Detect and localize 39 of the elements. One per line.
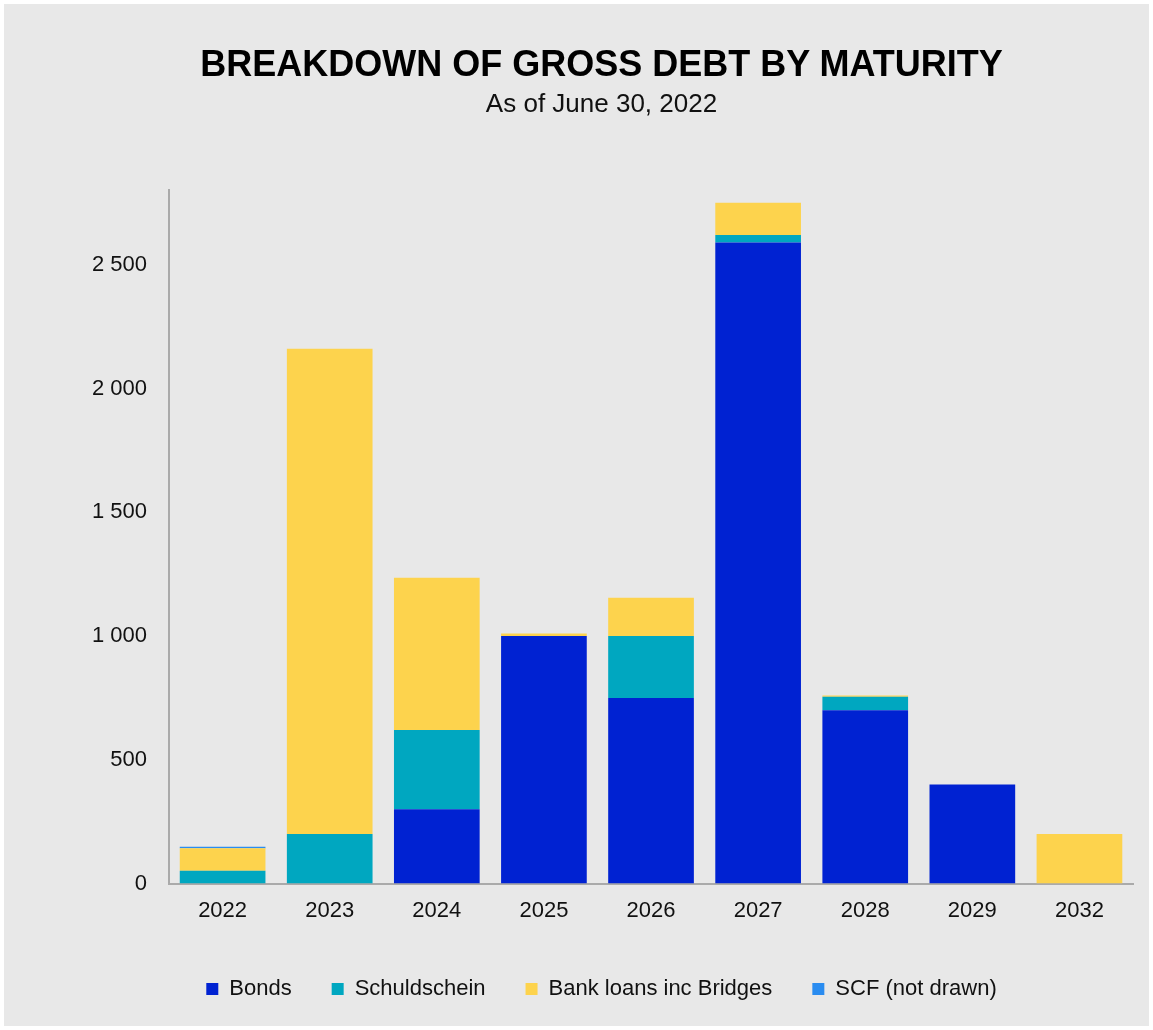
x-tick-label: 2028 <box>840 896 890 922</box>
y-tick-label: 500 <box>110 745 148 771</box>
bar <box>286 348 373 835</box>
x-tick-label: 2025 <box>519 896 569 922</box>
bar <box>715 234 801 243</box>
bar <box>179 848 266 871</box>
bar <box>179 870 266 884</box>
y-tick-label: 2 500 <box>91 250 148 276</box>
y-tick-label: 1 000 <box>91 622 148 648</box>
legend-label: Bonds <box>229 975 292 1001</box>
bar <box>286 834 373 884</box>
x-tick-label: 2027 <box>733 896 783 922</box>
bar <box>393 809 480 884</box>
x-tick-label: 2029 <box>947 896 997 922</box>
x-tick-label: 2023 <box>305 896 355 922</box>
bar <box>929 784 1016 884</box>
legend-label: SCF (not drawn) <box>835 975 997 1001</box>
bar <box>393 730 480 810</box>
chart-title: BREAKDOWN OF GROSS DEBT BY MATURITY <box>200 42 1003 84</box>
bar <box>608 636 694 698</box>
bar <box>608 597 694 637</box>
x-tick-label: 2032 <box>1054 896 1104 922</box>
bar <box>715 202 801 235</box>
y-tick-label: 0 <box>134 869 148 895</box>
chart-subtitle: As of June 30, 2022 <box>485 87 718 118</box>
bar <box>393 577 480 731</box>
bar <box>715 242 801 884</box>
legend-label: Bank loans inc Bridges <box>548 975 773 1001</box>
x-tick-label: 2024 <box>412 896 462 922</box>
bar <box>608 697 694 884</box>
x-tick-label: 2026 <box>626 896 676 922</box>
y-tick-label: 1 500 <box>91 498 148 524</box>
y-tick-label: 2 000 <box>91 374 148 400</box>
legend-label: Schuldschein <box>354 975 486 1001</box>
bar <box>501 636 587 884</box>
x-tick-label: 2022 <box>198 896 248 922</box>
bar <box>1036 834 1123 884</box>
bar <box>822 696 909 711</box>
bar <box>822 710 909 884</box>
